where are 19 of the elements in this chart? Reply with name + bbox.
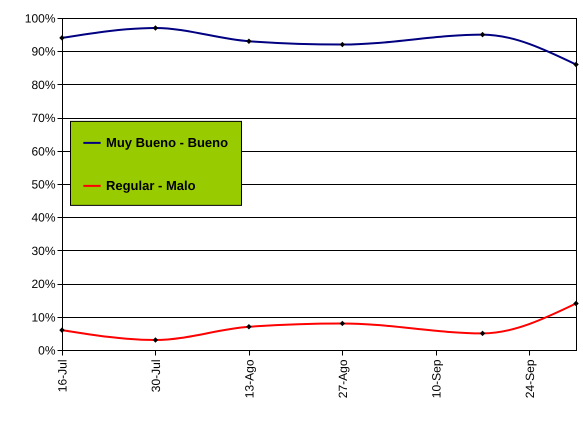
legend-label: Regular - Malo [106, 178, 196, 193]
legend-label: Muy Bueno - Bueno [106, 134, 228, 150]
x-tick-label: 27-Ago [336, 359, 350, 398]
y-tick-label: 70% [31, 111, 56, 126]
x-tick-label: 16-Jul [56, 360, 70, 392]
x-tick-label: 24-Sep [522, 359, 537, 398]
y-tick-label: 10% [31, 310, 56, 324]
x-tick-label: 10-Sep [429, 359, 444, 398]
y-tick-label: 100% [24, 12, 56, 26]
y-tick-label: 80% [31, 78, 56, 92]
y-tick-label: 50% [31, 178, 56, 192]
y-tick-label: 40% [31, 210, 56, 225]
y-tick-label: 20% [31, 277, 56, 292]
x-tick-label: 13-Ago [242, 359, 256, 398]
x-tick-label: 30-Jul [148, 360, 163, 392]
y-tick-label: 30% [31, 244, 56, 258]
y-tick-label: 60% [31, 144, 56, 158]
y-tick-label: 0% [38, 344, 56, 358]
y-tick-label: 90% [31, 44, 56, 59]
